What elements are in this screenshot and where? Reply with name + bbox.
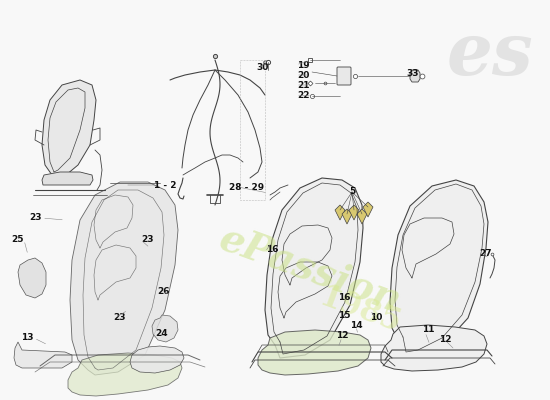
Polygon shape	[265, 178, 363, 358]
Polygon shape	[42, 172, 93, 185]
Text: 28 - 29: 28 - 29	[229, 182, 265, 192]
Text: es: es	[447, 20, 534, 90]
Text: 1 - 2: 1 - 2	[154, 180, 176, 190]
Polygon shape	[258, 330, 371, 375]
Text: 21: 21	[297, 80, 309, 90]
Text: 30: 30	[257, 64, 269, 72]
Polygon shape	[410, 70, 420, 82]
Text: 26: 26	[157, 286, 169, 296]
Text: 23: 23	[142, 236, 154, 244]
Text: 22: 22	[297, 90, 309, 100]
Text: 33: 33	[407, 68, 419, 78]
Text: 5: 5	[349, 188, 355, 196]
Polygon shape	[70, 182, 178, 375]
Text: 24: 24	[156, 330, 168, 338]
Text: 23: 23	[114, 314, 126, 322]
Polygon shape	[342, 209, 352, 224]
Text: 13: 13	[21, 334, 33, 342]
Text: 12: 12	[439, 336, 451, 344]
Text: 16: 16	[338, 294, 350, 302]
Text: 10: 10	[370, 314, 382, 322]
Text: 23: 23	[30, 214, 42, 222]
FancyBboxPatch shape	[337, 67, 351, 85]
Polygon shape	[335, 205, 345, 220]
Text: 15: 15	[338, 312, 350, 320]
Text: 19: 19	[296, 60, 309, 70]
Text: 27: 27	[480, 250, 492, 258]
Text: 1985: 1985	[315, 281, 405, 339]
Text: 14: 14	[350, 322, 362, 330]
Polygon shape	[390, 180, 488, 354]
Polygon shape	[14, 342, 72, 368]
Polygon shape	[68, 353, 182, 396]
Text: 20: 20	[297, 70, 309, 80]
Text: ePassion: ePassion	[214, 220, 406, 320]
Polygon shape	[130, 346, 184, 373]
Polygon shape	[42, 80, 96, 178]
Text: 11: 11	[422, 326, 435, 334]
Polygon shape	[381, 325, 487, 371]
Polygon shape	[357, 209, 367, 224]
Text: 16: 16	[266, 246, 278, 254]
Polygon shape	[152, 315, 178, 342]
Text: 12: 12	[336, 330, 348, 340]
Polygon shape	[18, 258, 46, 298]
Polygon shape	[349, 205, 359, 220]
Text: 25: 25	[12, 236, 24, 244]
Polygon shape	[363, 202, 373, 217]
